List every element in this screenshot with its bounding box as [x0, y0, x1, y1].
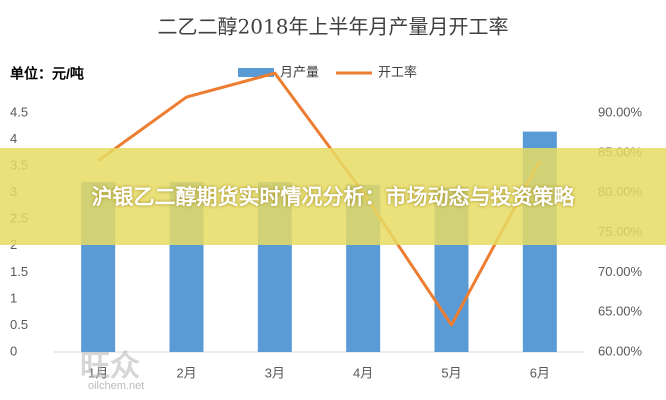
y-tick-label: 0 [10, 343, 17, 358]
y2-tick-label: 60.00% [598, 343, 643, 358]
y-tick-label: 1 [10, 290, 17, 305]
x-tick-label: 4月 [353, 365, 373, 380]
chart-title: 二乙二醇2018年上半年月产量月开工率 [158, 15, 509, 39]
legend-label: 月产量 [280, 64, 319, 79]
x-tick-label: 6月 [530, 365, 550, 380]
watermark-url: oilchem.net [88, 380, 144, 392]
y-tick-label: 0.5 [10, 317, 28, 332]
y-tick-label: 4 [10, 131, 17, 146]
y2-tick-label: 90.00% [598, 104, 643, 119]
y2-tick-label: 70.00% [598, 264, 643, 279]
y-tick-label: 1.5 [10, 264, 28, 279]
legend-swatch [238, 68, 274, 77]
y-tick-label: 4.5 [10, 104, 28, 119]
x-tick-label: 2月 [176, 365, 196, 380]
headline: 沪银乙二醇期货实时情况分析：市场动态与投资策略 [91, 184, 575, 209]
y2-tick-label: 65.00% [598, 304, 643, 319]
unit-label: 单位：元/吨 [10, 66, 84, 82]
overlay: 旺众 oilchem.net 沪银乙二醇期货实时情况分析：市场动态与投资策略 [0, 148, 666, 392]
x-tick-label: 5月 [441, 365, 461, 380]
line [97, 71, 542, 327]
x-tick-label: 1月 [88, 365, 108, 380]
headline-banner [0, 148, 666, 245]
headline-box: 沪银乙二醇期货实时情况分析：市场动态与投资策略 [91, 184, 575, 209]
x-tick-label: 3月 [265, 365, 285, 380]
legend-label: 开工率 [378, 64, 417, 79]
watermark: 旺众 [80, 350, 140, 383]
